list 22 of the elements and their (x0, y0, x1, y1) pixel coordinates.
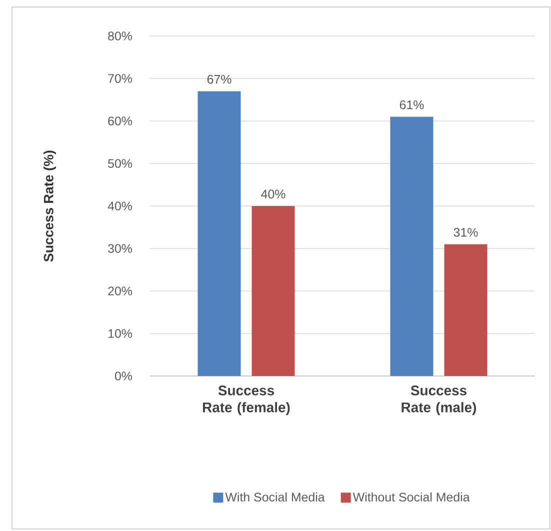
y-tick-label: 20% (108, 286, 132, 296)
x-tick-label: Success Rate (female) (203, 386, 290, 416)
y-tick-label: 40% (108, 202, 132, 210)
data-label: 40% (261, 190, 286, 198)
legend-label: Without Social Media (352, 492, 470, 502)
data-label: 67% (207, 74, 232, 84)
y-tick-label: 10% (108, 329, 132, 338)
bar (198, 91, 241, 376)
data-label: 31% (454, 228, 478, 237)
y-tick-label: 60% (108, 116, 132, 126)
y-tick-label: 70% (108, 74, 132, 83)
x-tick-label: Success Rate (male) (402, 386, 476, 416)
bar (444, 244, 488, 376)
y-tick-label: 80% (108, 32, 132, 40)
legend-label: With Social Media (225, 492, 325, 502)
y-tick-label: 0% (114, 372, 132, 380)
y-tick-label: 50% (108, 159, 132, 168)
bar (252, 206, 295, 376)
bar (390, 116, 434, 376)
y-axis-title: Success Rate (%) (43, 150, 56, 262)
data-label: 61% (400, 100, 424, 110)
y-tick-label: 30% (108, 244, 132, 253)
